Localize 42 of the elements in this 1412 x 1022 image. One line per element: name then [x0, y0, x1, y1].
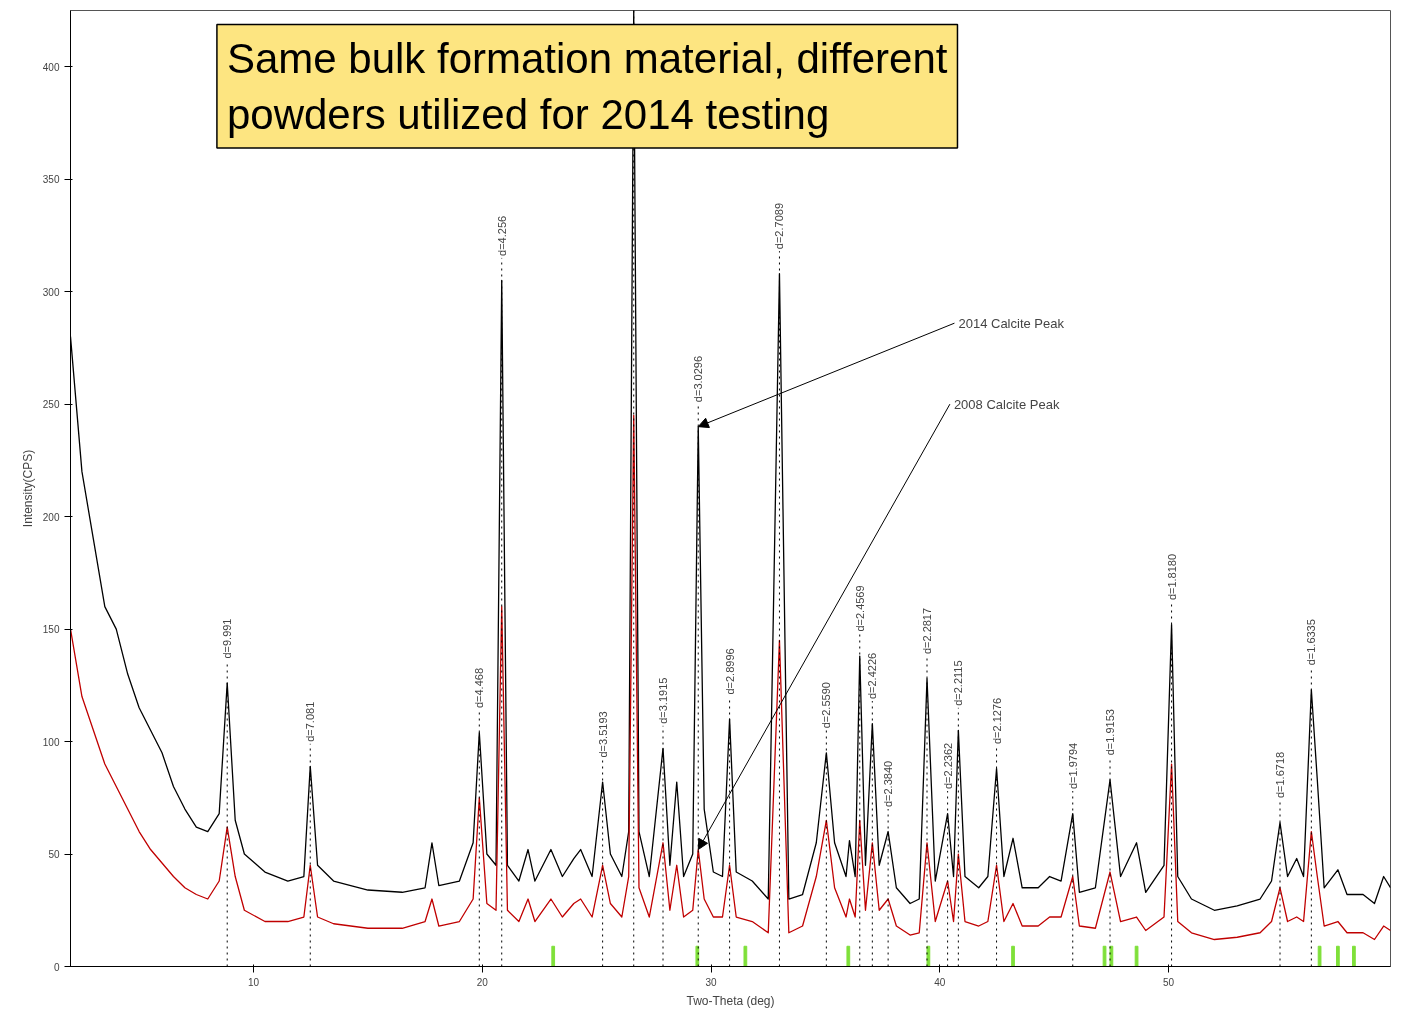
annotation: 2008 Calcite Peak: [953, 396, 1060, 412]
annotation: d=2.2817: [921, 607, 934, 655]
annotation: d=2.2115: [952, 660, 965, 706]
annotation: d=3.1915: [657, 677, 670, 724]
annotation: d=1.8180: [1165, 553, 1178, 601]
x-tick-label: 40: [934, 976, 946, 988]
line-series: [70, 414, 1391, 941]
y-tick-label: 400: [42, 61, 60, 73]
annotation: d=9.991: [221, 618, 234, 659]
annotation: d=1.6718: [1274, 751, 1286, 799]
annotation: d=2.5590: [820, 682, 833, 729]
x-tick-label: 20: [476, 976, 489, 988]
annotation: d=1.9153: [1104, 709, 1117, 756]
y-tick-label: 150: [42, 624, 60, 636]
annotation: d=4.468: [473, 667, 486, 709]
y-tick-label: 300: [42, 286, 60, 298]
x-axis-title: Two-Theta (deg): [686, 993, 775, 1008]
annotation: d=2.1276: [990, 697, 1003, 745]
annotation: d=2.7089: [773, 203, 786, 250]
y-tick-label: 250: [42, 399, 60, 411]
annotation: d=3.0296: [692, 355, 705, 403]
annotation: d=2.4226: [866, 652, 879, 700]
annotation: d=4.256: [495, 215, 508, 256]
annotation: d=1.9794: [1066, 742, 1079, 790]
annotation: d=7.081: [304, 701, 317, 742]
annotation: d=1.6335: [1305, 619, 1318, 666]
annotation: d=2.2362: [941, 742, 954, 790]
y-tick-label: 100: [42, 736, 60, 748]
annotation: d=2.4569: [853, 585, 866, 632]
y-tick-label: 200: [42, 511, 60, 523]
annotation: Same bulk formation material, different powders utilized for 2014 testing: [226, 34, 948, 138]
y-axis-title: Intensity(CPS): [20, 449, 35, 528]
annotation: d=2.3840: [882, 760, 895, 808]
y-tick-label: 350: [42, 174, 60, 186]
x-tick-label: 10: [247, 976, 260, 988]
annotation: 2014 Calcite Peak: [958, 315, 1065, 331]
y-tick-label: 50: [48, 849, 60, 861]
annotation: d=2.8996: [723, 648, 736, 695]
y-tick-label: 0: [53, 961, 60, 973]
annotation: d=3.5193: [596, 711, 609, 758]
x-tick-label: 50: [1163, 976, 1175, 988]
x-tick-label: 30: [705, 976, 718, 988]
